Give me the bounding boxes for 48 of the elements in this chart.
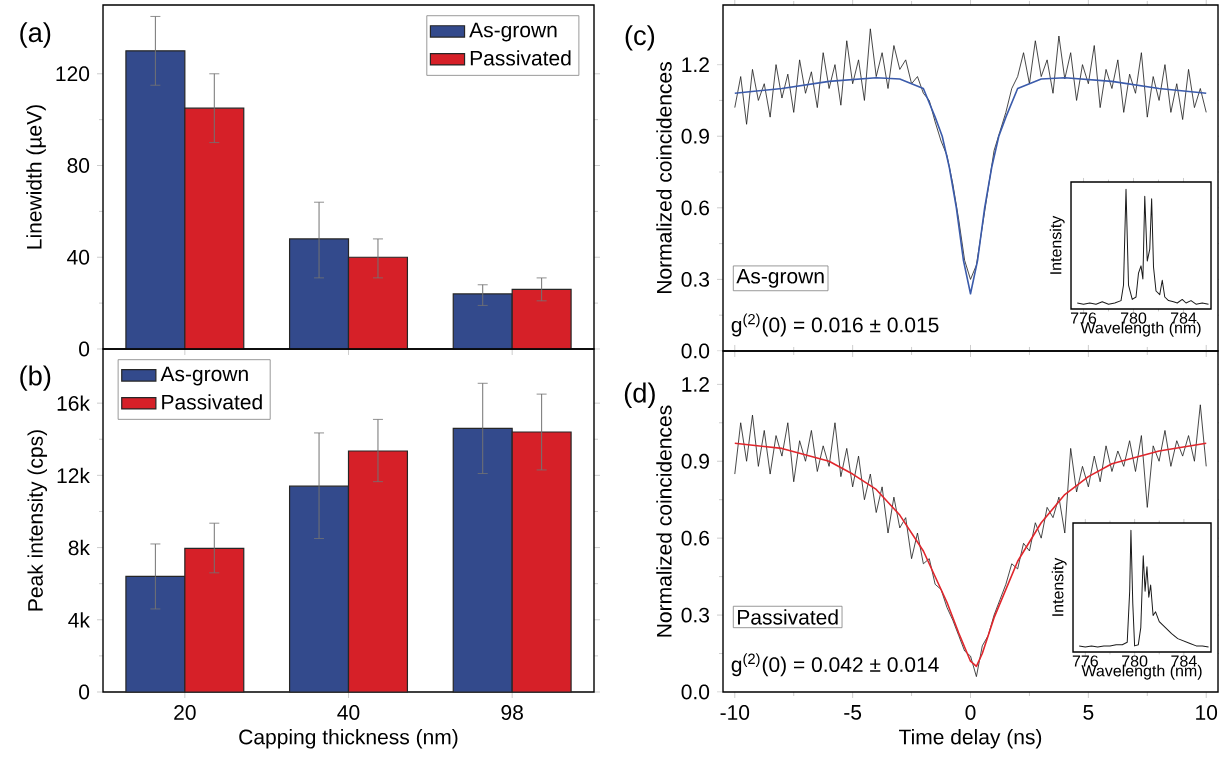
annotation: As-grown (736, 268, 824, 288)
legend-label: As-grown (469, 22, 557, 42)
annotation: g$^{(2)}$(0) = 0.042 ± 0.014 (731, 653, 939, 677)
y-tick-label: 0.6 (681, 530, 710, 546)
y-axis-title: Normalized coincidences (656, 62, 672, 293)
y-tick-label: 0.9 (681, 128, 709, 144)
y-tick-label: 0.0 (681, 343, 710, 359)
x-axis-title: Time delay (ns) (899, 728, 1042, 749)
y-tick-label: 0.6 (681, 200, 710, 216)
x-tick-label: 0 (965, 705, 976, 720)
line-series (733, 76, 1208, 295)
y-tick-label: 0 (79, 684, 90, 700)
text: (c) (625, 25, 655, 51)
y-tick-label: 16k (57, 395, 90, 411)
y-axis-title: Normalized coincidences (656, 405, 672, 637)
text: (b) (20, 365, 51, 391)
y-axis-title: Intensity (1049, 215, 1065, 274)
y-tick-label: 4k (68, 612, 90, 628)
x-tick-label: -10 (720, 705, 750, 720)
x-tick-label: 40 (337, 705, 360, 720)
legend-label: As-grown (160, 366, 248, 386)
x-tick-label: 10 (1196, 705, 1218, 720)
legend-label: Passivated (162, 394, 262, 410)
y-axis-title: Linewidth (µeV) (26, 105, 46, 249)
y-tick-label: 0.3 (681, 607, 710, 623)
y-tick-label: 0.0 (681, 684, 710, 700)
x-tick-label: -5 (844, 705, 862, 720)
y-axis-title: Intensity (1051, 557, 1067, 616)
annotation: Passivated (738, 609, 838, 625)
x-tick-label: 5 (1083, 705, 1094, 720)
legend-label: Passivated (470, 50, 571, 66)
x-axis-title: Capping thickness (nm) (239, 728, 458, 749)
y-tick-label: 40 (67, 249, 90, 265)
y-tick-label: 0 (79, 341, 90, 357)
y-tick-label: 0.9 (681, 453, 709, 469)
y-tick-label: 0.3 (681, 271, 710, 287)
y-axis-title: Peak intensity (cps) (27, 430, 48, 611)
y-tick-label: 120 (56, 66, 90, 82)
text: (a) (20, 22, 51, 48)
y-tick-label: 1.2 (682, 57, 709, 72)
y-tick-label: 12k (57, 467, 90, 483)
y-tick-label: 1.2 (682, 377, 709, 392)
x-tick-label: 98 (501, 705, 523, 720)
y-tick-label: 80 (67, 158, 90, 173)
annotation: g$^{(2)}$(0) = 0.016 ± 0.015 (731, 313, 939, 337)
text: (d) (624, 382, 655, 409)
y-tick-label: 8k (68, 539, 90, 556)
x-tick-label: 20 (174, 705, 196, 720)
